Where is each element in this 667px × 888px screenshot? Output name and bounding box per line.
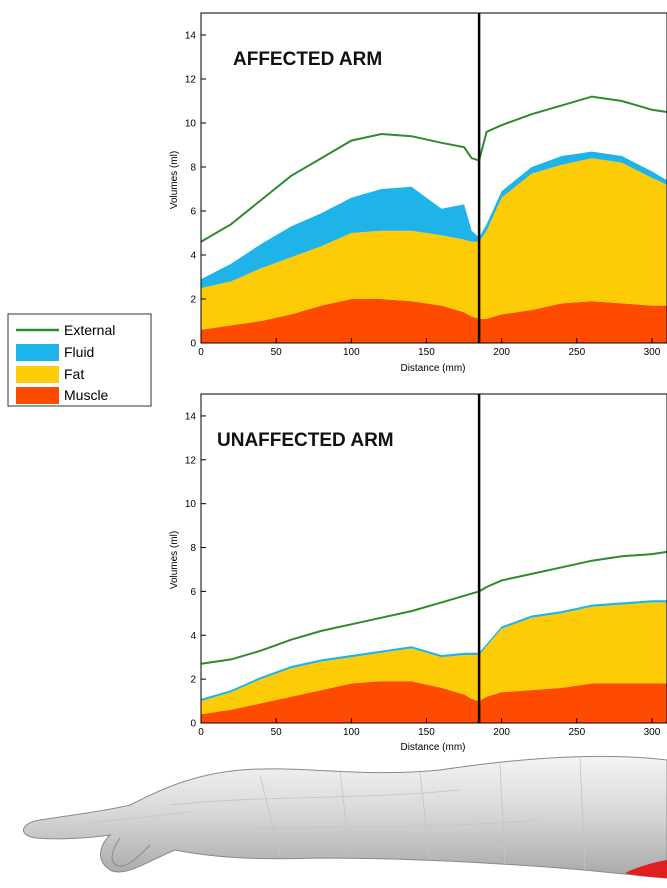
legend-label: Muscle [64,387,109,403]
legend-label: Fluid [64,344,94,360]
plot-frame [200,12,667,344]
y-tick-label: 8 [190,543,196,554]
x-tick-label: 0 [198,347,204,358]
muscle-area [201,681,667,723]
y-tick-label: 12 [185,455,197,466]
legend-label: External [64,322,115,338]
y-tick-label: 2 [190,675,196,686]
y-tick-label: 14 [185,411,197,422]
x-tick-label: 250 [568,727,585,738]
legend-item-fluid: Fluid [16,344,94,361]
unaffected-arm-panel: UNAFFECTED ARM 0 2 4 6 8 10 12 14 0 50 100 150 200 25… [169,393,667,753]
x-tick-label: 200 [493,347,510,358]
x-tick-label: 50 [271,347,283,358]
x-tick-label: 100 [343,727,360,738]
y-tick-label: 0 [190,719,196,730]
arm-thumb [111,837,151,867]
panel-title: UNAFFECTED ARM [217,430,394,451]
x-tick-label: 0 [198,727,204,738]
y-tick-label: 10 [185,499,197,510]
y-tick-label: 8 [190,163,196,174]
x-tick-label: 300 [644,727,661,738]
fluid-swatch [16,344,59,361]
x-tick-label: 200 [493,727,510,738]
legend-item-fat: Fat [16,366,84,383]
y-axis-label: Volumes (ml) [169,531,180,589]
arm-mesh-illustration [23,755,667,879]
arm-mesh-lines [89,757,586,871]
y-axis-label: Volumes (ml) [169,151,180,209]
external-line [200,550,667,665]
muscle-swatch [16,387,59,404]
x-tick-label: 50 [271,727,283,738]
external-line [200,95,667,243]
fat-swatch [16,366,59,383]
arm-red-region [625,860,667,878]
affected-arm-panel: AFFECTED ARM 0 2 4 6 8 10 12 14 0 50 100 150 200 250 3… [169,12,667,374]
y-tick-label: 4 [190,631,196,642]
muscle-area [201,299,667,343]
x-axis-label: Distance (mm) [400,363,465,374]
fluid-area [201,151,667,288]
y-tick-label: 4 [190,251,196,262]
x-tick-label: 150 [418,727,435,738]
legend: External Fluid Fat Muscle [7,313,152,407]
fat-area [201,158,667,330]
y-tick-label: 0 [190,339,196,350]
fat-area [201,602,667,715]
y-tick-label: 14 [185,31,197,42]
x-tick-label: 100 [343,347,360,358]
legend-item-external: External [16,322,115,338]
x-axis-label: Distance (mm) [400,742,465,753]
legend-label: Fat [64,366,84,382]
x-tick-label: 150 [418,347,435,358]
x-tick-label: 300 [644,347,661,358]
x-tick-label: 250 [568,347,585,358]
y-tick-label: 2 [190,295,196,306]
plot-frame [200,393,667,724]
y-tick-label: 6 [190,207,196,218]
y-tick-label: 10 [185,119,197,130]
y-tick-label: 6 [190,587,196,598]
panel-title: AFFECTED ARM [233,49,382,70]
legend-item-muscle: Muscle [16,387,109,404]
y-tick-label: 12 [185,75,197,86]
